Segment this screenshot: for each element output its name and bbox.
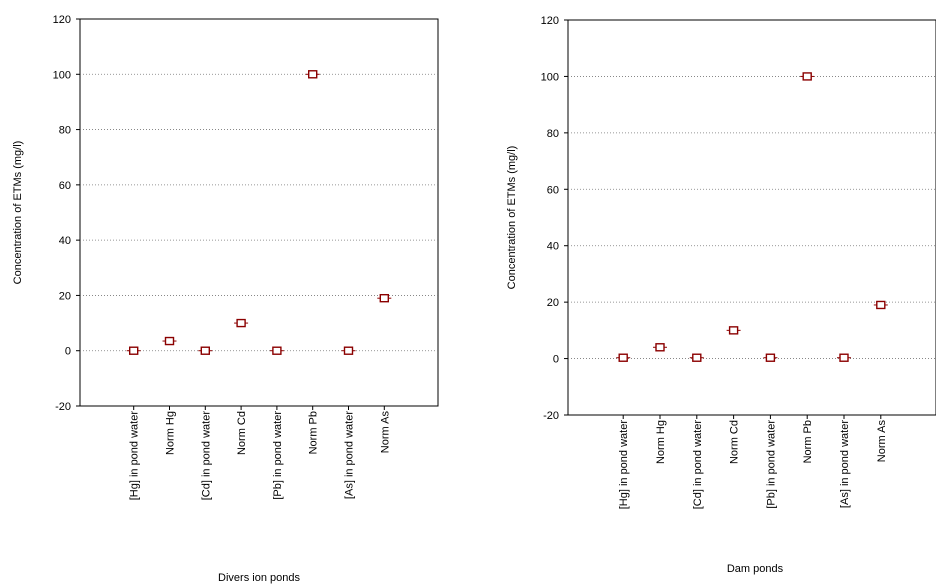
x-category-label: Norm Cd [236,411,248,455]
y-axis-title: Concentration of ETMs (mg/l) [12,141,24,285]
y-tick-label: 0 [553,354,559,366]
x-category-label: Norm Pb [308,411,320,454]
y-tick-label: 20 [59,290,71,302]
y-axis-title: Concentration of ETMs (mg/l) [506,146,518,290]
data-point [728,326,739,335]
data-point [236,318,246,328]
y-tick-label: 100 [53,69,71,81]
data-point [876,300,886,310]
data-point [692,353,702,362]
data-point [343,346,354,355]
y-tick-label: -20 [55,401,71,413]
data-point [164,336,175,346]
y-tick-label: 60 [547,184,559,196]
x-category-label: [Pb] in pond water [272,411,284,500]
data-point [308,70,318,79]
y-tick-label: 80 [547,128,559,140]
x-axis-title: Divers ion ponds [218,572,300,584]
data-point [802,72,812,81]
y-tick-label: 100 [541,71,559,83]
x-category-label: [As] in pond water [344,411,356,499]
plot-frame [79,18,439,407]
x-category-label: Norm As [379,411,391,454]
x-category-label: [Hg] in pond water [618,420,630,510]
y-tick-label: 120 [541,15,559,27]
data-point [379,293,389,303]
data-point [655,343,665,352]
y-tick-label: 20 [547,297,559,309]
data-point [272,346,282,355]
data-point [200,346,211,355]
x-category-label: Norm As [876,420,888,463]
y-tick-label: 40 [59,235,71,247]
x-category-label: Norm Hg [165,411,177,455]
x-category-label: Norm Pb [802,420,814,463]
y-tick-label: 60 [59,180,71,192]
y-tick-label: -20 [543,410,559,422]
x-axis-title: Dam ponds [727,563,784,575]
x-category-label: [Hg] in pond water [129,411,141,501]
y-tick-label: 80 [59,125,71,137]
dam-ponds-chart: -20 0 20 40 60 80 100 120 [Hg] in pond water Norm… [506,15,936,575]
y-tick-label: 40 [547,241,559,253]
data-point [128,346,139,355]
x-category-label: Norm Hg [655,420,667,464]
x-category-label: [As] in pond water [839,420,851,508]
y-tick-label: 0 [65,346,71,358]
x-category-label: [Cd] in pond water [692,420,704,510]
diversion-ponds-chart: -20 0 20 40 60 80 100 120 [Hg] in pond water Norm… [12,14,439,584]
x-category-label: Norm Cd [729,420,741,464]
plot-frame [567,19,936,416]
y-tick-label: 120 [53,14,71,26]
x-category-label: [Pb] in pond water [765,420,777,509]
data-point [618,353,628,362]
data-point [765,353,776,362]
data-point [839,353,849,362]
x-category-label: [Cd] in pond water [200,411,212,501]
